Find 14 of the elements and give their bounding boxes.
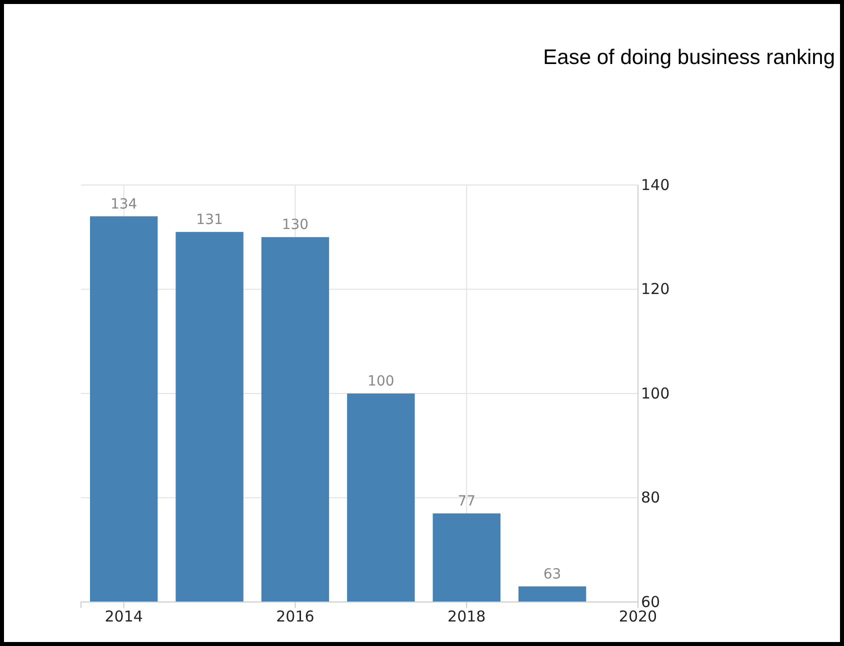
y-tick-label: 120 xyxy=(641,280,670,298)
text: Ease of doing business ranking xyxy=(543,46,835,69)
data-label: 100 xyxy=(368,374,394,390)
y-tick-label: 80 xyxy=(641,488,660,507)
x-tick-label: 2016 xyxy=(276,608,314,626)
x-tick-label: 2018 xyxy=(448,608,486,626)
data-label: 63 xyxy=(543,566,562,582)
y-tick-label: 140 xyxy=(641,176,670,194)
x-tick-label: 2014 xyxy=(104,608,143,626)
data-label: 77 xyxy=(458,493,476,510)
y-tick-label: 100 xyxy=(641,384,670,402)
data-label: 134 xyxy=(110,196,138,212)
data-label: 130 xyxy=(282,217,309,234)
data-label: 131 xyxy=(196,212,223,228)
